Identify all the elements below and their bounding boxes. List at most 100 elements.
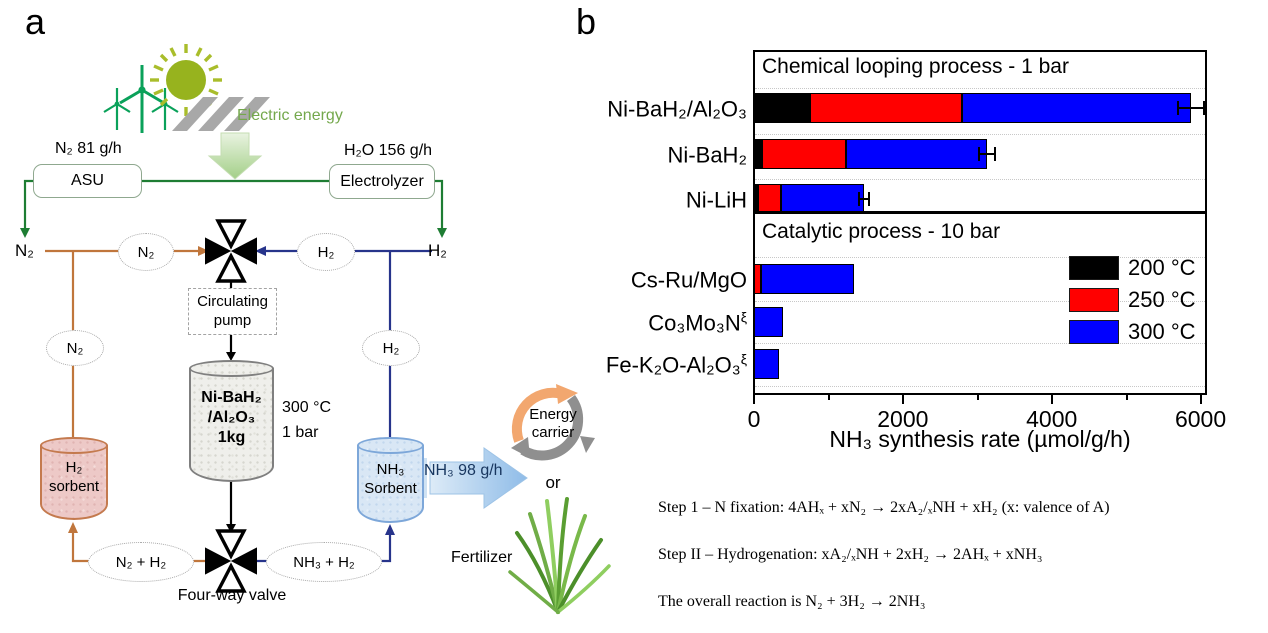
nh3-sorbent-label-line1: NH₃ xyxy=(376,461,405,478)
error-bar xyxy=(858,198,870,200)
four-way-valve-bottom-icon xyxy=(204,529,258,593)
four-way-valve-top-icon xyxy=(204,219,258,283)
stream-bubble-h2-side: H₂ xyxy=(362,330,420,366)
x-tick-label: 6000 xyxy=(1174,406,1227,432)
bar-segment-250°C xyxy=(758,184,781,214)
reactor-temp-label: 300 °C xyxy=(282,399,332,416)
nh3-sorbent-label-line2: Sorbent xyxy=(364,479,417,497)
h2-sorbent-top xyxy=(40,437,108,454)
x-minor-tick xyxy=(828,395,830,400)
electrolyzer-box: Electrolyzer xyxy=(329,164,435,199)
bar-segment-200°C xyxy=(754,139,763,169)
bar-segment-300°C xyxy=(761,264,854,294)
stream-bubble-n2-side: N₂ xyxy=(46,330,104,366)
stream-bubble-n2-top: N₂ xyxy=(118,233,174,271)
fertilizer-label: Fertilizer xyxy=(451,549,513,566)
nh3-sorbent-top xyxy=(357,437,424,454)
category-label-cs-ru-mgo: Cs-Ru/MgO xyxy=(575,266,747,292)
equation-step2: Step II – Hydrogenation: xA₂/ₓNH + 2xH₂ … xyxy=(658,546,1043,563)
green-energy-lines xyxy=(23,179,444,228)
bar-segment-250°C xyxy=(762,139,846,169)
bar-segment-300°C xyxy=(962,93,1191,123)
grass-icon xyxy=(508,497,611,614)
pump-label-line1: Circulating xyxy=(197,292,268,310)
bar-segment-300°C xyxy=(845,139,987,169)
h2-sorbent-label-line2: sorbent xyxy=(48,477,100,495)
reactor-body xyxy=(189,368,274,482)
process-diagram-art xyxy=(20,44,611,614)
error-bar xyxy=(1178,107,1204,109)
reactor-label-line2: /Al₂O₃ xyxy=(207,409,256,426)
reactor-label-line3: 1kg xyxy=(217,429,246,446)
energy-carrier-icon xyxy=(511,384,595,461)
x-tick-label: 2000 xyxy=(877,406,929,432)
x-minor-tick xyxy=(1126,395,1128,400)
bar-segment-200°C xyxy=(754,93,810,123)
error-bar-cap xyxy=(977,147,980,161)
bar-segment-250°C xyxy=(754,264,762,294)
bar-segment-300°C xyxy=(754,307,784,337)
chart-gridline xyxy=(755,88,1205,89)
x-tick-label: 0 xyxy=(747,406,761,432)
category-sup: ξ xyxy=(740,309,747,325)
asu-box: ASU xyxy=(33,164,142,198)
legend-label-200: 200 °C xyxy=(1128,255,1196,280)
category-sup: ξ xyxy=(740,351,747,367)
category-text: Co₃Mo₃N xyxy=(648,310,741,336)
nh3-product-label: NH₃ 98 g/h xyxy=(424,462,503,479)
h2-outlet-label: H₂ xyxy=(428,241,447,260)
chart-gridline xyxy=(755,134,1205,135)
stream-h2-side-label: H₂ xyxy=(382,339,400,357)
legend-row-300: 300 °C xyxy=(1069,319,1196,344)
legend-swatch-250 xyxy=(1069,288,1119,312)
n2-down-arrowhead xyxy=(20,228,30,238)
equation-overall: The overall reaction is N₂ + 3H₂ → 2NH₃ xyxy=(658,593,926,610)
h2-sorbent-label-line1: H₂ xyxy=(65,459,83,476)
or-label: or xyxy=(545,473,561,492)
reactor-label-line1: Ni-BaH₂ xyxy=(201,389,262,406)
error-bar xyxy=(978,153,996,155)
stream-n2-top-label: N₂ xyxy=(137,243,155,261)
reactor-top xyxy=(189,360,274,377)
stream-bubble-nh3h2: NH₃ + H₂ xyxy=(266,542,382,582)
error-bar-cap xyxy=(857,192,860,206)
x-tick-label: 4000 xyxy=(1026,406,1078,432)
sun-icon xyxy=(150,44,222,116)
x-tick xyxy=(901,395,904,404)
legend-row-250: 250 °C xyxy=(1069,287,1196,312)
legend-swatch-300 xyxy=(1069,320,1119,344)
bar-segment-300°C xyxy=(754,349,780,379)
stream-bubble-h2-top: H₂ xyxy=(297,233,355,271)
x-tick xyxy=(1050,395,1053,404)
panel-b-label: b xyxy=(576,1,597,42)
category-label-co3mo3n: Co₃Mo₃Nξ xyxy=(575,309,747,335)
stream-nh3h2-label: NH₃ + H₂ xyxy=(293,553,355,571)
h2-down-arrowhead xyxy=(437,228,447,238)
h2-left-arrowhead xyxy=(255,246,266,256)
chart-group-divider xyxy=(753,211,1207,214)
x-minor-tick xyxy=(977,395,979,400)
chart-title-catalytic: Catalytic process - 10 bar xyxy=(762,220,1001,243)
category-label-ni-bah2: Ni-BaH₂ xyxy=(575,141,747,167)
category-label-ni-lih: Ni-LiH xyxy=(575,186,747,212)
legend-label-300: 300 °C xyxy=(1128,319,1196,344)
category-text: Ni-BaH₂/Al₂O₃ xyxy=(607,96,747,122)
n2-right-arrowhead xyxy=(198,246,209,256)
nh3-sorbent-vessel: NH₃ Sorbent xyxy=(357,437,424,523)
category-text: Fe-K₂O-Al₂O₃ xyxy=(605,352,741,378)
stream-n2-side-label: N₂ xyxy=(66,339,84,357)
legend-swatch-200 xyxy=(1069,256,1119,280)
h2-sorbent-vessel: H₂ sorbent xyxy=(40,437,108,520)
n2-outlet-label: N₂ xyxy=(15,241,34,260)
chart-gridline xyxy=(755,301,1205,302)
pump-to-reactor-arrowhead xyxy=(226,352,236,361)
x-axis-label: NH₃ synthesis rate (µmol/g/h) xyxy=(829,426,1131,452)
error-bar-cap xyxy=(1202,101,1205,115)
h2-sorbent-body xyxy=(40,445,108,520)
solar-panel-icon xyxy=(172,97,270,131)
category-label-fe-k2o-al2o3: Fe-K₂O-Al₂O₃ξ xyxy=(575,351,747,377)
asu-label: ASU xyxy=(71,172,104,189)
error-bar-cap xyxy=(1177,101,1180,115)
bar-chart-plot-area: Chemical looping process - 1 bar Catalyt… xyxy=(748,50,1226,432)
